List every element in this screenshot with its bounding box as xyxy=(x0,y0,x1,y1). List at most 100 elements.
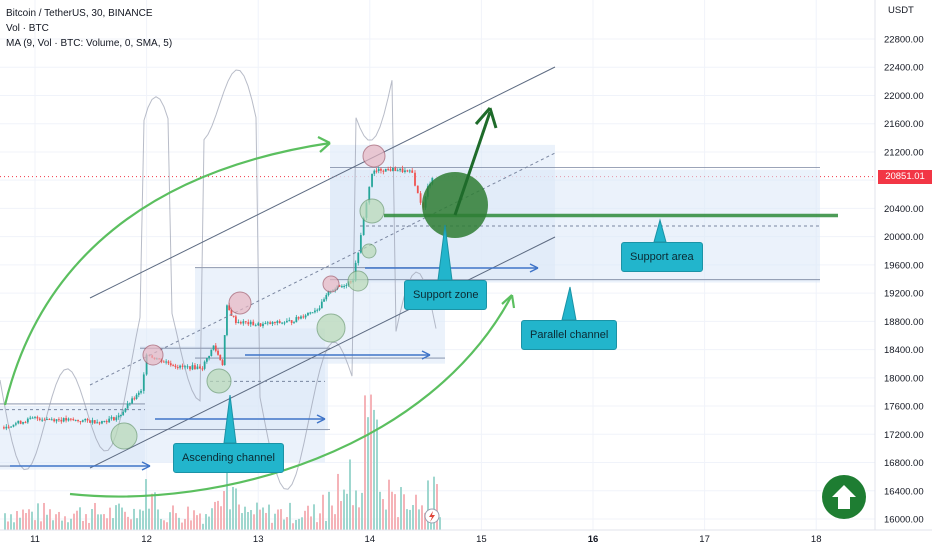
candle-body xyxy=(98,422,101,424)
ma-indicator-label[interactable]: MA (9, Vol · BTC: Volume, 0, SMA, 5) xyxy=(6,38,173,49)
candle-body xyxy=(196,366,199,370)
volume-bar xyxy=(229,509,231,530)
candle-body xyxy=(359,235,362,253)
volume-bar xyxy=(298,518,300,530)
volume-bar xyxy=(52,520,54,530)
volume-bar xyxy=(49,509,51,530)
candle-body xyxy=(184,366,186,368)
candle-body xyxy=(384,168,387,172)
candle-body xyxy=(244,321,247,323)
resistance-touch-circle xyxy=(142,344,164,366)
candle-body xyxy=(399,168,402,171)
candle-body xyxy=(217,350,219,355)
volume-bar xyxy=(427,480,429,530)
volume-indicator-label[interactable]: Vol · BTC xyxy=(6,23,49,34)
candle-body xyxy=(115,417,118,421)
volume-bar xyxy=(202,523,204,530)
volume-bar xyxy=(118,503,120,530)
candle-body xyxy=(373,170,376,174)
candle-body xyxy=(252,321,255,326)
candle-body xyxy=(34,416,36,418)
candle-body xyxy=(72,419,75,421)
x-tick-label: 11 xyxy=(30,534,40,545)
candle-body xyxy=(7,426,10,428)
up-arrow-button[interactable] xyxy=(822,475,866,519)
volume-bar xyxy=(316,522,318,530)
symbol-title[interactable]: Bitcoin / TetherUS, 30, BINANCE xyxy=(6,8,153,19)
x-tick-label: 12 xyxy=(141,534,152,545)
candle-body xyxy=(285,320,288,323)
y-axis: 16000.00 16400.00 16800.00 17200.00 17600.00… xyxy=(874,0,924,530)
candle-body xyxy=(212,345,215,350)
candle-body xyxy=(46,419,48,421)
volume-bar xyxy=(391,491,393,530)
current-price-tag: 20851.01 xyxy=(878,170,932,184)
candle-body xyxy=(223,335,226,366)
candle-body xyxy=(343,285,346,287)
volume-bar xyxy=(250,510,252,530)
candle-body xyxy=(219,354,222,361)
volume-bar xyxy=(13,522,15,530)
candle-body xyxy=(232,315,235,317)
volume-bar xyxy=(430,520,432,530)
volume-bar xyxy=(289,502,291,530)
candle-body xyxy=(264,323,267,325)
volume-bar xyxy=(64,516,66,530)
support-touch-circle xyxy=(316,313,346,343)
volume-bar xyxy=(31,511,33,530)
candle-body xyxy=(371,173,373,187)
candle-body xyxy=(368,186,371,203)
volume-bar xyxy=(142,510,144,530)
volume-bar xyxy=(70,518,72,530)
volume-bar xyxy=(406,509,408,530)
candle-body xyxy=(89,420,91,423)
support-zone-circle xyxy=(422,172,488,238)
candle-body xyxy=(201,368,204,370)
y-tick-label: 21600.00 xyxy=(884,119,924,130)
y-tick-label: 16400.00 xyxy=(884,486,924,497)
volume-bar xyxy=(61,520,63,530)
volume-bar xyxy=(160,518,162,530)
volume-bar xyxy=(190,520,192,530)
candle-body xyxy=(411,170,414,173)
volume-bar xyxy=(88,522,90,530)
candle-body xyxy=(69,418,72,420)
candle-body xyxy=(124,408,127,412)
volume-bar xyxy=(232,486,234,530)
x-tick-label: 15 xyxy=(476,534,487,545)
candle-body xyxy=(55,419,58,422)
candle-body xyxy=(226,305,228,336)
y-tick-label: 20000.00 xyxy=(884,232,924,243)
y-tick-label: 22400.00 xyxy=(884,63,924,74)
candle-body xyxy=(288,320,291,322)
volume-bar xyxy=(19,517,21,530)
candle-body xyxy=(101,421,103,424)
volume-bar xyxy=(217,500,219,530)
volume-bar xyxy=(67,522,69,530)
volume-bar xyxy=(82,521,84,530)
volume-bar xyxy=(343,489,345,530)
candle-body xyxy=(327,291,330,296)
volume-bar xyxy=(274,513,276,530)
volume-bar xyxy=(247,512,249,530)
bullish-arrow-head xyxy=(474,107,498,129)
volume-bar xyxy=(139,509,141,530)
volume-bar xyxy=(109,507,111,530)
candle-body xyxy=(380,168,382,171)
candle-body xyxy=(237,322,240,324)
volume-bar xyxy=(283,519,285,530)
candle-body xyxy=(314,310,316,313)
candle-body xyxy=(117,415,120,418)
channel-boxes xyxy=(0,144,820,470)
candle-body xyxy=(172,365,175,367)
volume-bar xyxy=(199,513,201,530)
candle-body xyxy=(96,422,99,424)
volume-bar xyxy=(4,513,6,530)
candle-body xyxy=(36,416,39,419)
candle-body xyxy=(323,299,325,302)
candle-body xyxy=(302,316,305,318)
candle-body xyxy=(110,417,113,419)
volume-bar xyxy=(346,493,348,530)
candle-body xyxy=(41,419,44,421)
